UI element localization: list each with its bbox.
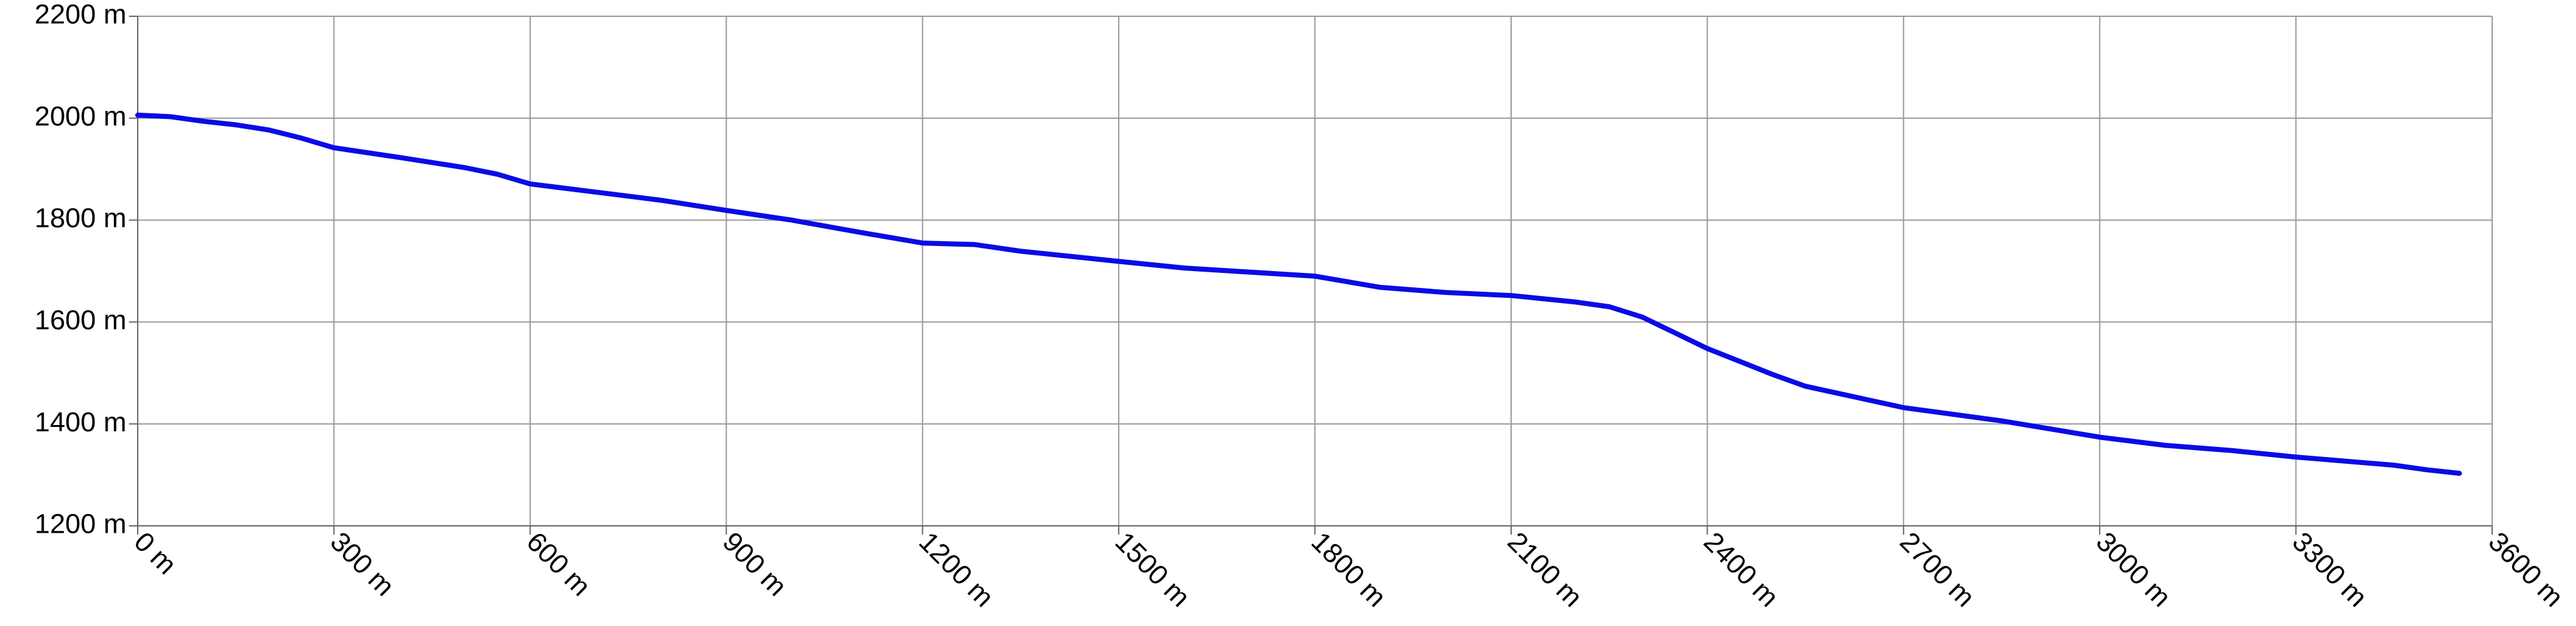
x-tick-label: 1800 m	[1305, 526, 1392, 613]
y-tick-label: 1200 m	[34, 509, 126, 540]
x-tick-label: 0 m	[128, 526, 183, 581]
x-tick-label: 2400 m	[1698, 526, 1784, 613]
x-tick-label: 900 m	[717, 526, 793, 602]
x-tick-label: 600 m	[521, 526, 597, 602]
x-tick-label: 300 m	[324, 526, 400, 602]
x-tick-label: 1200 m	[913, 526, 999, 613]
y-tick-label: 1600 m	[34, 305, 126, 336]
x-tick-label: 3300 m	[2286, 526, 2373, 613]
y-tick-label: 1400 m	[34, 407, 126, 438]
x-tick-label: 3000 m	[2090, 526, 2177, 613]
x-tick-label: 3600 m	[2483, 526, 2569, 613]
y-tick-label: 2000 m	[34, 101, 126, 131]
y-tick-label: 2200 m	[34, 0, 126, 30]
x-tick-label: 2700 m	[1894, 526, 1980, 613]
x-tick-label: 2100 m	[1502, 526, 1588, 613]
x-tick-label: 1500 m	[1109, 526, 1196, 613]
y-tick-label: 1800 m	[34, 203, 126, 233]
elevation-line	[135, 112, 2462, 476]
